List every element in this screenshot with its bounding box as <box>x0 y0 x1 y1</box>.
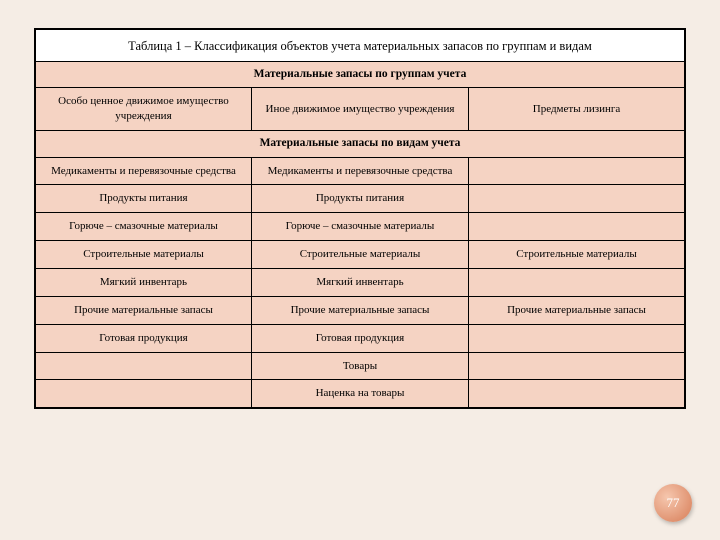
table-row: Прочие материальные запасы Прочие матери… <box>35 296 685 324</box>
table-title: Таблица 1 – Классификация объектов учета… <box>35 29 685 61</box>
group-col-2: Иное движимое имущество учреждения <box>251 88 468 131</box>
cell: Строительные материалы <box>35 241 251 269</box>
cell <box>35 380 251 408</box>
cell: Мягкий инвентарь <box>251 268 468 296</box>
cell <box>469 268 685 296</box>
cell: Готовая продукция <box>35 324 251 352</box>
cell <box>469 185 685 213</box>
cell <box>469 352 685 380</box>
page-number-badge: 77 <box>654 484 692 522</box>
table-row: Медикаменты и перевязочные средства Меди… <box>35 157 685 185</box>
cell: Прочие материальные запасы <box>35 296 251 324</box>
cell: Мягкий инвентарь <box>35 268 251 296</box>
cell: Прочие материальные запасы <box>469 296 685 324</box>
cell: Горюче – смазочные материалы <box>251 213 468 241</box>
section-header-groups: Материальные запасы по группам учета <box>35 61 685 88</box>
table-row: Товары <box>35 352 685 380</box>
cell: Горюче – смазочные материалы <box>35 213 251 241</box>
cell <box>469 324 685 352</box>
cell <box>469 213 685 241</box>
cell: Строительные материалы <box>469 241 685 269</box>
cell: Медикаменты и перевязочные средства <box>251 157 468 185</box>
groups-row: Особо ценное движимое имущество учрежден… <box>35 88 685 131</box>
table-row: Мягкий инвентарь Мягкий инвентарь <box>35 268 685 296</box>
table-row: Строительные материалы Строительные мате… <box>35 241 685 269</box>
table-container: Таблица 1 – Классификация объектов учета… <box>0 0 720 429</box>
page-number: 77 <box>667 495 680 511</box>
table-row: Готовая продукция Готовая продукция <box>35 324 685 352</box>
table-row: Наценка на товары <box>35 380 685 408</box>
cell: Прочие материальные запасы <box>251 296 468 324</box>
table-row: Горюче – смазочные материалы Горюче – см… <box>35 213 685 241</box>
cell: Медикаменты и перевязочные средства <box>35 157 251 185</box>
table-title-row: Таблица 1 – Классификация объектов учета… <box>35 29 685 61</box>
group-col-3: Предметы лизинга <box>469 88 685 131</box>
classification-table: Таблица 1 – Классификация объектов учета… <box>34 28 686 409</box>
cell: Наценка на товары <box>251 380 468 408</box>
cell <box>35 352 251 380</box>
table-row: Продукты питания Продукты питания <box>35 185 685 213</box>
section-header-types: Материальные запасы по видам учета <box>35 131 685 158</box>
group-col-1: Особо ценное движимое имущество учрежден… <box>35 88 251 131</box>
cell: Строительные материалы <box>251 241 468 269</box>
cell <box>469 157 685 185</box>
cell: Готовая продукция <box>251 324 468 352</box>
cell <box>469 380 685 408</box>
section-header-label: Материальные запасы по группам учета <box>35 61 685 88</box>
section-header-label: Материальные запасы по видам учета <box>35 131 685 158</box>
cell: Товары <box>251 352 468 380</box>
cell: Продукты питания <box>35 185 251 213</box>
cell: Продукты питания <box>251 185 468 213</box>
